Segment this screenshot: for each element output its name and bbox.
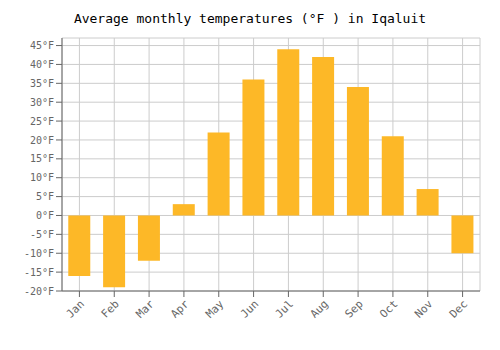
svg-text:Jan: Jan xyxy=(64,297,87,320)
svg-text:20°F: 20°F xyxy=(30,135,54,146)
svg-text:0°F: 0°F xyxy=(36,210,54,221)
svg-text:30°F: 30°F xyxy=(30,97,54,108)
svg-text:-5°F: -5°F xyxy=(30,229,54,240)
svg-text:45°F: 45°F xyxy=(30,40,54,51)
svg-text:May: May xyxy=(203,297,227,321)
svg-text:-10°F: -10°F xyxy=(24,248,54,259)
svg-text:Aug: Aug xyxy=(308,297,331,320)
svg-text:Oct: Oct xyxy=(377,297,400,320)
svg-text:Jul: Jul xyxy=(273,297,296,320)
svg-text:Mar: Mar xyxy=(133,297,157,321)
svg-text:5°F: 5°F xyxy=(36,191,54,202)
svg-text:Dec: Dec xyxy=(447,297,470,320)
svg-text:Sep: Sep xyxy=(342,297,365,320)
svg-text:-15°F: -15°F xyxy=(24,267,54,278)
svg-text:Jun: Jun xyxy=(238,297,261,320)
svg-text:-20°F: -20°F xyxy=(24,286,54,297)
svg-text:Feb: Feb xyxy=(99,297,122,320)
svg-text:10°F: 10°F xyxy=(30,172,54,183)
svg-text:Apr: Apr xyxy=(168,297,192,321)
svg-text:25°F: 25°F xyxy=(30,116,54,127)
svg-text:15°F: 15°F xyxy=(30,153,54,164)
svg-text:Nov: Nov xyxy=(412,297,436,321)
html-text:Average monthly temperatures (: Average monthly temperatures (°F ) in Iq… xyxy=(73,11,427,26)
svg-text:40°F: 40°F xyxy=(30,59,54,70)
svg-text:35°F: 35°F xyxy=(30,78,54,89)
